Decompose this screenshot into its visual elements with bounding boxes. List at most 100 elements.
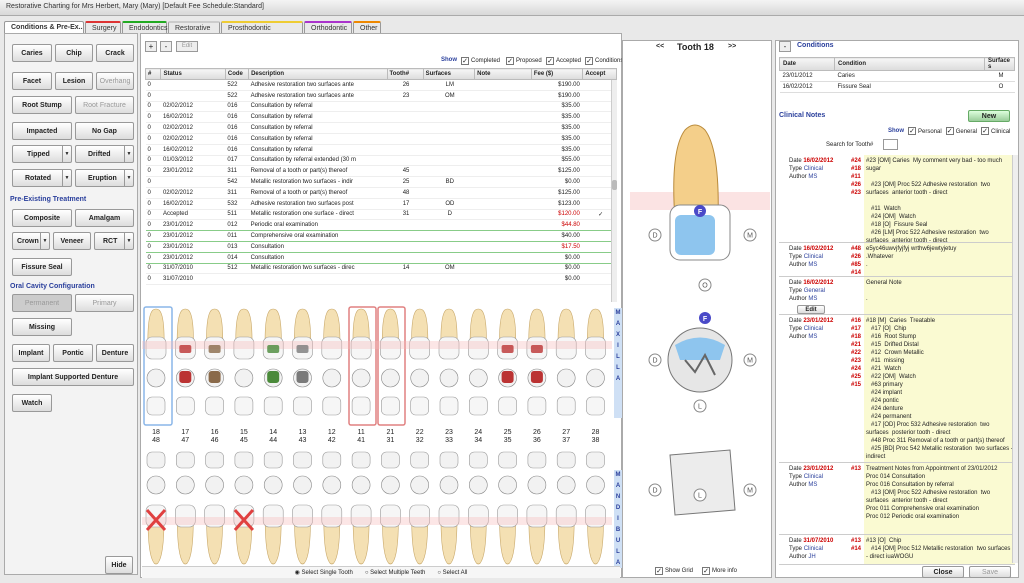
upper-occlusal[interactable] xyxy=(586,368,605,388)
lower-crown[interactable] xyxy=(467,504,489,528)
lower-occlusal[interactable] xyxy=(586,475,605,495)
lower-occlusal[interactable] xyxy=(410,475,430,495)
tooth-number[interactable]: 12 xyxy=(328,429,336,436)
lower-root[interactable] xyxy=(352,519,370,565)
restoration-mark[interactable] xyxy=(267,371,280,383)
surface-l-marker[interactable] xyxy=(693,399,707,413)
restoration-mark[interactable] xyxy=(530,345,543,353)
lower-crown[interactable] xyxy=(409,504,431,528)
lower-root[interactable] xyxy=(557,519,575,565)
accepted-filter[interactable]: ✓ Accepted xyxy=(546,57,581,65)
note-item[interactable]: Date 16/02/2012 Type Clinical Author MS #48… xyxy=(779,243,1015,277)
upper-occlusal[interactable] xyxy=(410,368,430,388)
table-row[interactable]: 0 23/01/2012 012 Periodic oral examination $… xyxy=(145,219,617,232)
tab-endodontics[interactable]: Endodontics xyxy=(122,21,168,33)
restoration-mark[interactable] xyxy=(208,345,221,353)
lower-root[interactable] xyxy=(147,519,165,565)
lower-occlusal[interactable] xyxy=(468,475,488,495)
f-surface-label[interactable]: F xyxy=(703,316,708,323)
lower-lingual[interactable] xyxy=(146,451,166,469)
marked-tooth-frame[interactable] xyxy=(348,306,377,426)
lower-lingual[interactable] xyxy=(439,451,459,469)
lower-occlusal[interactable] xyxy=(205,475,224,495)
lower-root[interactable] xyxy=(411,519,429,565)
check-icon[interactable]: ✓ xyxy=(945,127,954,135)
lower-occlusal[interactable] xyxy=(146,475,166,495)
upper-lingual[interactable] xyxy=(175,396,195,416)
lower-root[interactable] xyxy=(440,519,458,565)
tooth-number[interactable]: 36 xyxy=(533,437,541,444)
upper-lingual[interactable] xyxy=(322,396,342,416)
tooth-number[interactable]: 37 xyxy=(562,437,570,444)
lower-crown[interactable] xyxy=(174,504,196,528)
upper-occlusal[interactable] xyxy=(381,368,400,388)
chevron-down-icon[interactable]: ▼ xyxy=(40,233,49,249)
check-icon[interactable]: ✓ xyxy=(655,567,663,575)
tooth-number[interactable]: 15 xyxy=(240,429,248,436)
lower-crown[interactable] xyxy=(555,504,577,528)
amalgam-button[interactable]: Amalgam xyxy=(75,209,134,227)
tooth-number[interactable]: 22 xyxy=(416,429,424,436)
tooth-number[interactable]: 42 xyxy=(328,437,336,444)
lower-occlusal[interactable] xyxy=(234,475,254,495)
tooth-number[interactable]: 33 xyxy=(445,437,453,444)
lower-lingual[interactable] xyxy=(322,451,342,469)
lower-root[interactable] xyxy=(206,519,223,565)
tooth-surface-diagram[interactable]: F D M O F D M L D M L xyxy=(630,110,770,530)
surface-d-marker[interactable] xyxy=(648,228,662,242)
upper-occlusal[interactable] xyxy=(468,368,488,388)
restoration-mark[interactable] xyxy=(501,371,514,383)
restoration-mark[interactable] xyxy=(179,371,192,383)
select-all-radio[interactable]: ○ Select All xyxy=(437,569,468,576)
drifted-button[interactable]: Drifted ▼ xyxy=(75,145,134,163)
tooth-number[interactable]: 11 xyxy=(357,429,364,436)
rotated-button[interactable]: Rotated ▼ xyxy=(12,169,72,187)
lesion-button[interactable]: Lesion xyxy=(55,72,93,90)
check-icon[interactable]: ✓ xyxy=(908,127,916,135)
occlusal-fill[interactable] xyxy=(675,337,725,361)
upper-lingual[interactable] xyxy=(263,396,283,416)
lower-crown[interactable] xyxy=(526,504,548,528)
tooth-number[interactable]: 38 xyxy=(592,437,600,444)
upper-crown[interactable] xyxy=(555,336,577,360)
table-row[interactable]: 0 31/07/2010 $0.00 xyxy=(145,273,617,286)
check-icon[interactable]: ✓ xyxy=(585,57,593,65)
facet-button[interactable]: Facet xyxy=(12,72,52,90)
upper-crown[interactable] xyxy=(321,336,343,360)
restoration-mark[interactable] xyxy=(179,345,192,353)
upper-lingual[interactable] xyxy=(234,396,254,416)
upper-crown[interactable] xyxy=(585,336,606,360)
upper-crown[interactable] xyxy=(380,336,401,360)
tooth-number[interactable]: 25 xyxy=(504,429,512,436)
lower-occlusal[interactable] xyxy=(175,475,195,495)
tooth-number[interactable]: 45 xyxy=(240,437,248,444)
edit-button[interactable]: Edit xyxy=(176,41,198,52)
tooth-number[interactable]: 35 xyxy=(504,437,512,444)
collapse-conditions-button[interactable]: - xyxy=(779,41,791,52)
lower-lingual[interactable] xyxy=(381,451,400,469)
f-surface-marker[interactable] xyxy=(699,312,711,324)
crown-button[interactable]: Crown ▼ xyxy=(12,232,50,250)
new-note-button[interactable]: New xyxy=(968,110,1010,122)
tooth-number[interactable]: 48 xyxy=(152,437,160,444)
missing-x-icon[interactable] xyxy=(233,508,255,532)
surface-l-label[interactable]: L xyxy=(698,493,702,500)
tooth-number[interactable]: 46 xyxy=(211,437,219,444)
lower-lingual[interactable] xyxy=(586,451,605,469)
surface-m-label[interactable]: M xyxy=(747,488,753,495)
table-row[interactable]: 0 16/02/2012 016 Consultation by referral $3… xyxy=(145,111,617,124)
upper-lingual[interactable] xyxy=(293,396,312,416)
check-icon[interactable]: ✓ xyxy=(546,57,554,65)
pontic-button[interactable]: Pontic xyxy=(53,344,93,362)
lower-crown[interactable] xyxy=(292,504,313,528)
lower-root[interactable] xyxy=(294,519,311,565)
lower-occlusal[interactable] xyxy=(351,475,371,495)
tooth-number[interactable]: 28 xyxy=(592,429,600,436)
show-grid-toggle[interactable]: ✓ Show Grid xyxy=(655,567,693,575)
chip-button[interactable]: Chip xyxy=(55,44,93,62)
table-row[interactable]: 0 02/02/2012 016 Consultation by referral $3… xyxy=(145,133,617,145)
scrollbar[interactable] xyxy=(611,80,617,302)
conditions-filter[interactable]: ✓ Conditions xyxy=(585,57,623,65)
tx-col-header[interactable]: # xyxy=(144,68,162,80)
missing-button[interactable]: Missing xyxy=(12,318,72,336)
